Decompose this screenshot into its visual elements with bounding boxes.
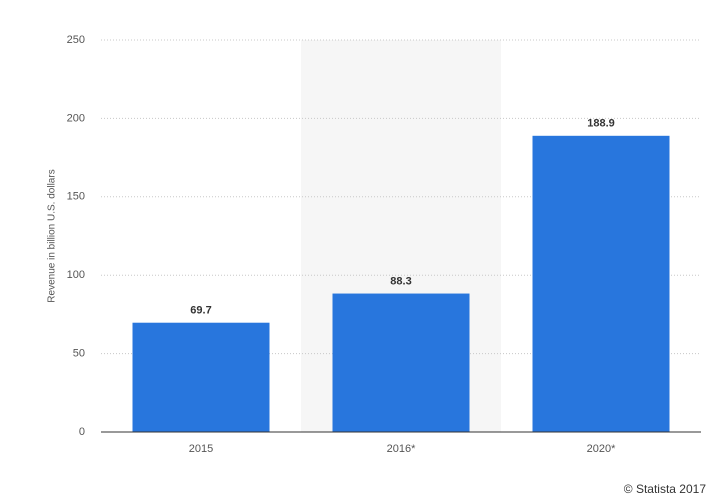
x-tick-label: 2016* bbox=[387, 443, 416, 455]
y-tick-label: 0 bbox=[79, 426, 85, 438]
source-credit: © Statista 2017 bbox=[624, 482, 707, 496]
bar bbox=[332, 293, 470, 432]
value-label: 88.3 bbox=[390, 275, 411, 287]
bar bbox=[532, 135, 670, 432]
y-tick-label: 250 bbox=[67, 34, 85, 46]
x-tick-label: 2020* bbox=[587, 443, 616, 455]
y-tick-label: 200 bbox=[67, 112, 85, 124]
x-tick-label: 2015 bbox=[189, 443, 213, 455]
value-label: 69.7 bbox=[190, 305, 211, 317]
y-tick-label: 150 bbox=[67, 191, 85, 203]
y-axis-label: Revenue in billion U.S. dollars bbox=[47, 169, 58, 302]
bar bbox=[132, 322, 270, 432]
value-label: 188.9 bbox=[587, 118, 615, 130]
y-tick-label: 50 bbox=[73, 348, 85, 360]
y-tick-label: 100 bbox=[67, 269, 85, 281]
